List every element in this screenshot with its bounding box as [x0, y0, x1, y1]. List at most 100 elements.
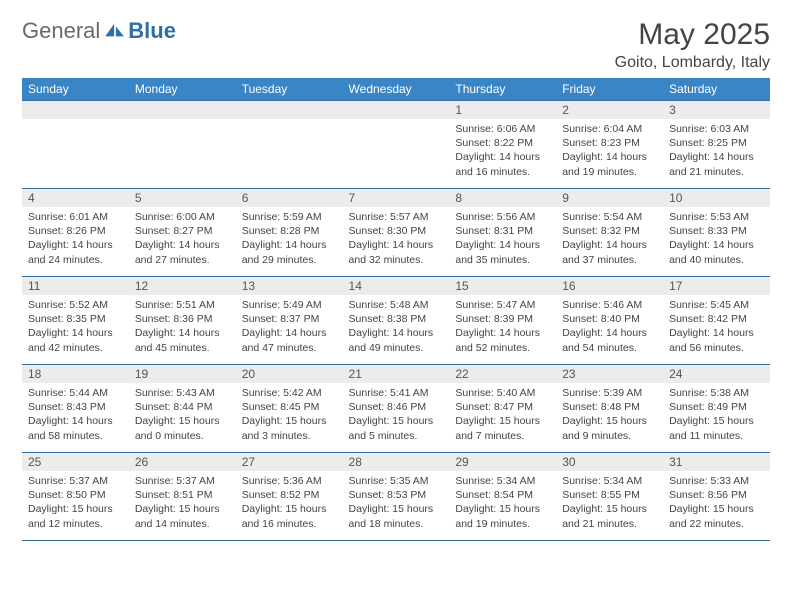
- header: General Blue May 2025 Goito, Lombardy, I…: [22, 18, 770, 72]
- daylight-line: Daylight: 15 hours and 5 minutes.: [349, 414, 444, 442]
- day-number: 24: [663, 365, 770, 383]
- day-number: 21: [343, 365, 450, 383]
- daylight-line: Daylight: 14 hours and 37 minutes.: [562, 238, 657, 266]
- sunset-line: Sunset: 8:22 PM: [455, 136, 550, 150]
- sunrise-line: Sunrise: 5:51 AM: [135, 298, 230, 312]
- calendar-day-cell: [236, 101, 343, 189]
- sunrise-line: Sunrise: 5:45 AM: [669, 298, 764, 312]
- sunrise-line: Sunrise: 5:49 AM: [242, 298, 337, 312]
- day-content: Sunrise: 5:37 AMSunset: 8:51 PMDaylight:…: [129, 471, 236, 535]
- calendar-day-cell: [22, 101, 129, 189]
- daylight-line: Daylight: 14 hours and 19 minutes.: [562, 150, 657, 178]
- sunrise-line: Sunrise: 5:33 AM: [669, 474, 764, 488]
- day-content: Sunrise: 5:51 AMSunset: 8:36 PMDaylight:…: [129, 295, 236, 359]
- sunset-line: Sunset: 8:28 PM: [242, 224, 337, 238]
- sunset-line: Sunset: 8:25 PM: [669, 136, 764, 150]
- day-number: 5: [129, 189, 236, 207]
- day-content: Sunrise: 6:01 AMSunset: 8:26 PMDaylight:…: [22, 207, 129, 271]
- sunset-line: Sunset: 8:46 PM: [349, 400, 444, 414]
- calendar-day-cell: 31Sunrise: 5:33 AMSunset: 8:56 PMDayligh…: [663, 453, 770, 541]
- day-number: 8: [449, 189, 556, 207]
- sunrise-line: Sunrise: 5:34 AM: [562, 474, 657, 488]
- day-content: Sunrise: 5:54 AMSunset: 8:32 PMDaylight:…: [556, 207, 663, 271]
- sunrise-line: Sunrise: 5:46 AM: [562, 298, 657, 312]
- day-number: 27: [236, 453, 343, 471]
- daylight-line: Daylight: 14 hours and 32 minutes.: [349, 238, 444, 266]
- calendar-day-cell: 14Sunrise: 5:48 AMSunset: 8:38 PMDayligh…: [343, 277, 450, 365]
- day-number: 16: [556, 277, 663, 295]
- calendar-week-row: 18Sunrise: 5:44 AMSunset: 8:43 PMDayligh…: [22, 365, 770, 453]
- daylight-line: Daylight: 14 hours and 40 minutes.: [669, 238, 764, 266]
- sunset-line: Sunset: 8:47 PM: [455, 400, 550, 414]
- calendar-day-cell: 15Sunrise: 5:47 AMSunset: 8:39 PMDayligh…: [449, 277, 556, 365]
- day-number: 13: [236, 277, 343, 295]
- day-content: Sunrise: 5:43 AMSunset: 8:44 PMDaylight:…: [129, 383, 236, 447]
- daylight-line: Daylight: 15 hours and 16 minutes.: [242, 502, 337, 530]
- day-number: 31: [663, 453, 770, 471]
- calendar-week-row: 25Sunrise: 5:37 AMSunset: 8:50 PMDayligh…: [22, 453, 770, 541]
- day-number: 2: [556, 101, 663, 119]
- day-number: 20: [236, 365, 343, 383]
- sunrise-line: Sunrise: 5:52 AM: [28, 298, 123, 312]
- weekday-header-row: SundayMondayTuesdayWednesdayThursdayFrid…: [22, 78, 770, 101]
- day-content: Sunrise: 5:35 AMSunset: 8:53 PMDaylight:…: [343, 471, 450, 535]
- day-content: Sunrise: 5:41 AMSunset: 8:46 PMDaylight:…: [343, 383, 450, 447]
- day-number: 30: [556, 453, 663, 471]
- sunset-line: Sunset: 8:39 PM: [455, 312, 550, 326]
- daylight-line: Daylight: 15 hours and 12 minutes.: [28, 502, 123, 530]
- calendar-day-cell: 18Sunrise: 5:44 AMSunset: 8:43 PMDayligh…: [22, 365, 129, 453]
- sunset-line: Sunset: 8:44 PM: [135, 400, 230, 414]
- day-content: Sunrise: 5:33 AMSunset: 8:56 PMDaylight:…: [663, 471, 770, 535]
- day-number: 10: [663, 189, 770, 207]
- logo: General Blue: [22, 18, 176, 44]
- day-number: 14: [343, 277, 450, 295]
- daylight-line: Daylight: 14 hours and 52 minutes.: [455, 326, 550, 354]
- weekday-header: Friday: [556, 78, 663, 101]
- day-number: 4: [22, 189, 129, 207]
- day-number: 7: [343, 189, 450, 207]
- daylight-line: Daylight: 14 hours and 29 minutes.: [242, 238, 337, 266]
- day-content: Sunrise: 5:34 AMSunset: 8:54 PMDaylight:…: [449, 471, 556, 535]
- sunset-line: Sunset: 8:27 PM: [135, 224, 230, 238]
- calendar-day-cell: 5Sunrise: 6:00 AMSunset: 8:27 PMDaylight…: [129, 189, 236, 277]
- sunset-line: Sunset: 8:35 PM: [28, 312, 123, 326]
- day-content: Sunrise: 5:47 AMSunset: 8:39 PMDaylight:…: [449, 295, 556, 359]
- day-content: [236, 119, 343, 126]
- calendar-week-row: 11Sunrise: 5:52 AMSunset: 8:35 PMDayligh…: [22, 277, 770, 365]
- day-content: Sunrise: 5:37 AMSunset: 8:50 PMDaylight:…: [22, 471, 129, 535]
- day-number: 3: [663, 101, 770, 119]
- title-block: May 2025 Goito, Lombardy, Italy: [615, 18, 770, 72]
- sunrise-line: Sunrise: 5:36 AM: [242, 474, 337, 488]
- daylight-line: Daylight: 15 hours and 11 minutes.: [669, 414, 764, 442]
- calendar-day-cell: 19Sunrise: 5:43 AMSunset: 8:44 PMDayligh…: [129, 365, 236, 453]
- day-content: Sunrise: 5:46 AMSunset: 8:40 PMDaylight:…: [556, 295, 663, 359]
- day-number: 11: [22, 277, 129, 295]
- day-content: Sunrise: 5:48 AMSunset: 8:38 PMDaylight:…: [343, 295, 450, 359]
- day-number: [236, 101, 343, 119]
- sunrise-line: Sunrise: 5:34 AM: [455, 474, 550, 488]
- sunrise-line: Sunrise: 5:39 AM: [562, 386, 657, 400]
- day-content: Sunrise: 5:45 AMSunset: 8:42 PMDaylight:…: [663, 295, 770, 359]
- sunset-line: Sunset: 8:52 PM: [242, 488, 337, 502]
- daylight-line: Daylight: 14 hours and 45 minutes.: [135, 326, 230, 354]
- calendar-day-cell: 24Sunrise: 5:38 AMSunset: 8:49 PMDayligh…: [663, 365, 770, 453]
- day-number: 22: [449, 365, 556, 383]
- sunset-line: Sunset: 8:50 PM: [28, 488, 123, 502]
- daylight-line: Daylight: 14 hours and 49 minutes.: [349, 326, 444, 354]
- day-content: Sunrise: 6:03 AMSunset: 8:25 PMDaylight:…: [663, 119, 770, 183]
- day-number: 23: [556, 365, 663, 383]
- sunset-line: Sunset: 8:49 PM: [669, 400, 764, 414]
- sunset-line: Sunset: 8:40 PM: [562, 312, 657, 326]
- sunrise-line: Sunrise: 5:37 AM: [28, 474, 123, 488]
- sunset-line: Sunset: 8:32 PM: [562, 224, 657, 238]
- sunset-line: Sunset: 8:26 PM: [28, 224, 123, 238]
- sunrise-line: Sunrise: 5:48 AM: [349, 298, 444, 312]
- calendar-day-cell: 16Sunrise: 5:46 AMSunset: 8:40 PMDayligh…: [556, 277, 663, 365]
- sunset-line: Sunset: 8:36 PM: [135, 312, 230, 326]
- daylight-line: Daylight: 15 hours and 9 minutes.: [562, 414, 657, 442]
- day-number: 9: [556, 189, 663, 207]
- daylight-line: Daylight: 14 hours and 42 minutes.: [28, 326, 123, 354]
- day-content: Sunrise: 5:49 AMSunset: 8:37 PMDaylight:…: [236, 295, 343, 359]
- sunset-line: Sunset: 8:45 PM: [242, 400, 337, 414]
- calendar-day-cell: 21Sunrise: 5:41 AMSunset: 8:46 PMDayligh…: [343, 365, 450, 453]
